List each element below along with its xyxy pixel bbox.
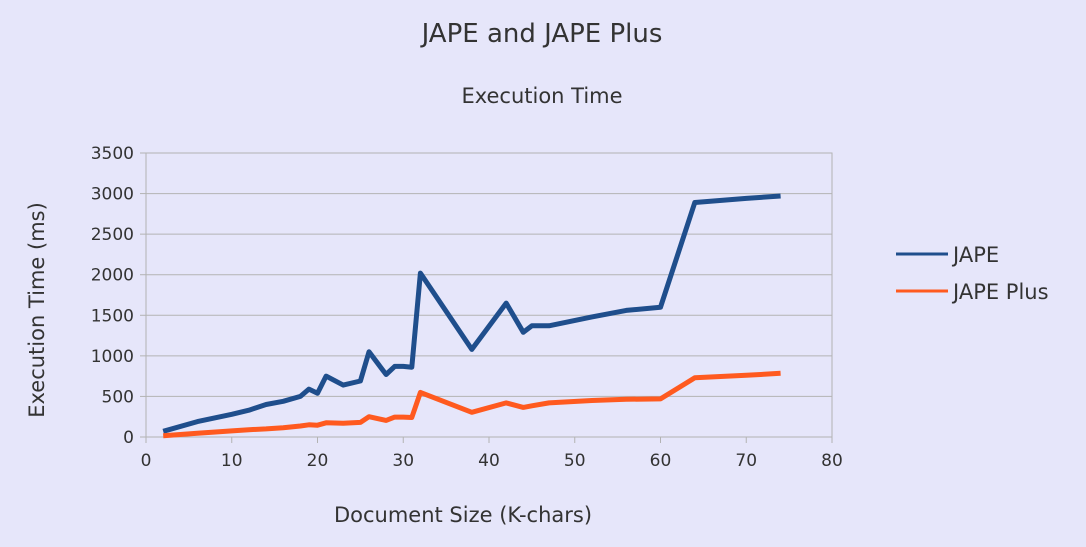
- y-tick-label: 1000: [91, 347, 134, 367]
- x-tick-label: 80: [821, 451, 843, 471]
- y-tick-label: 1500: [91, 306, 134, 326]
- plot-area: 0 500 1000 1500 2000 2500 3000 3500 0 10 20 30 40 50 6…: [91, 144, 843, 471]
- x-tick-label: 0: [141, 451, 152, 471]
- series-line-jape-plus: [163, 370, 781, 439]
- y-tick-label: 2500: [91, 225, 134, 245]
- x-tick-label: 40: [478, 451, 500, 471]
- y-tick-label: 3500: [91, 144, 134, 164]
- y-axis-label: Execution Time (ms): [25, 202, 49, 418]
- chart-subtitle: Execution Time: [461, 84, 622, 108]
- x-tick-label: 30: [392, 451, 414, 471]
- y-tick-label: 500: [102, 387, 134, 407]
- x-tick-label: 10: [221, 451, 243, 471]
- x-tick-label: 20: [307, 451, 329, 471]
- y-tick-label: 0: [123, 428, 134, 448]
- legend-label-jape-plus: JAPE Plus: [951, 280, 1049, 304]
- y-tick-label: 3000: [91, 185, 134, 205]
- plot-frame: [145, 152, 833, 438]
- x-axis-label: Document Size (K-chars): [334, 503, 592, 527]
- y-tick-label: 2000: [91, 266, 134, 286]
- series-line-jape: [162, 193, 781, 434]
- chart-title: JAPE and JAPE Plus: [420, 19, 663, 49]
- legend-label-jape: JAPE: [951, 243, 999, 267]
- x-tick-label: 50: [564, 451, 586, 471]
- legend: JAPE JAPE Plus: [896, 243, 1049, 304]
- x-tick-label: 60: [650, 451, 672, 471]
- x-tick-label: 70: [735, 451, 757, 471]
